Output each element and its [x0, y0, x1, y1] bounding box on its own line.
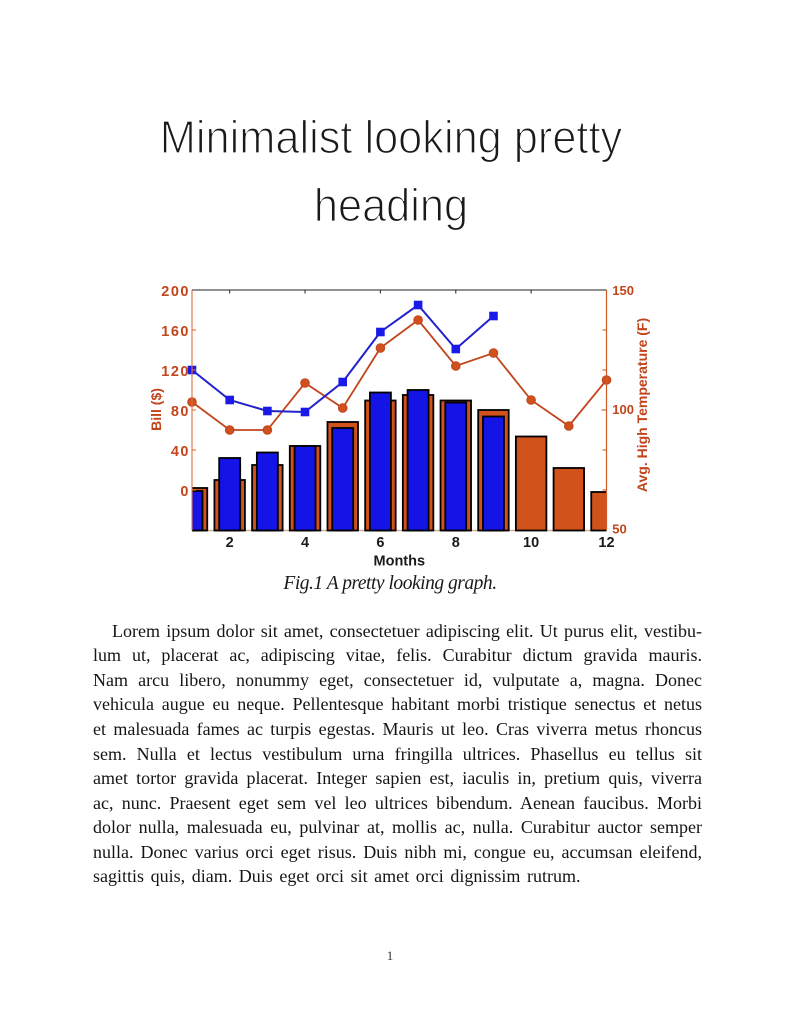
svg-text:8: 8 — [452, 535, 460, 551]
svg-text:0: 0 — [180, 484, 190, 500]
svg-text:100: 100 — [612, 402, 634, 417]
svg-text:2: 2 — [226, 535, 234, 551]
svg-text:4: 4 — [301, 535, 309, 551]
svg-text:10: 10 — [523, 535, 539, 551]
svg-text:200: 200 — [161, 284, 190, 300]
svg-text:12: 12 — [598, 535, 614, 551]
svg-text:Bill ($): Bill ($) — [148, 388, 164, 431]
svg-text:80: 80 — [171, 404, 190, 420]
svg-text:160: 160 — [161, 324, 190, 340]
svg-text:Avg. High Temperature (F): Avg. High Temperature (F) — [634, 318, 650, 492]
svg-text:150: 150 — [612, 283, 634, 298]
svg-text:Months: Months — [374, 554, 426, 570]
svg-text:50: 50 — [612, 522, 626, 537]
svg-text:6: 6 — [376, 535, 384, 551]
svg-text:40: 40 — [171, 444, 190, 460]
svg-text:120: 120 — [161, 364, 190, 380]
